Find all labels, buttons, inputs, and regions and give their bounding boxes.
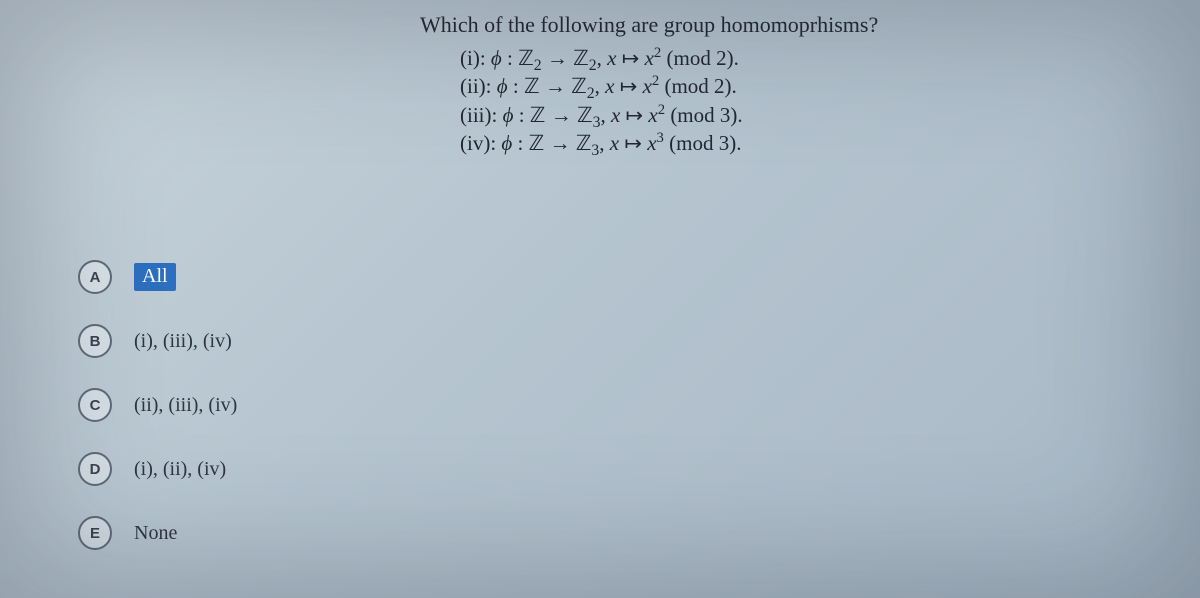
option-label-b: (i), (iii), (iv) [134, 330, 232, 353]
option-letter-e: E [78, 516, 112, 550]
option-letter-b: B [78, 324, 112, 358]
question-title-text: Which of the following are group homomop… [420, 12, 878, 37]
statement-iv: (iv): ϕ : ℤ → ℤ3, x ↦ x3 (mod 3). [460, 129, 1140, 157]
question-title: Which of the following are group homomop… [420, 12, 1140, 38]
option-letter-d: D [78, 452, 112, 486]
option-e[interactable]: E None [78, 516, 237, 550]
option-a[interactable]: A All [78, 260, 237, 294]
option-label-c: (ii), (iii), (iv) [134, 394, 237, 417]
option-letter-c: C [78, 388, 112, 422]
option-label-a: All [134, 263, 176, 291]
statement-ii: (ii): ϕ : ℤ → ℤ2, x ↦ x2 (mod 2). [460, 72, 1140, 100]
option-label-e: None [134, 522, 177, 545]
question-block: Which of the following are group homomop… [420, 12, 1140, 157]
option-label-d: (i), (ii), (iv) [134, 458, 226, 481]
options-list: A All B (i), (iii), (iv) C (ii), (iii), … [78, 260, 237, 580]
statement-iii: (iii): ϕ : ℤ → ℤ3, x ↦ x2 (mod 3). [460, 101, 1140, 129]
option-d[interactable]: D (i), (ii), (iv) [78, 452, 237, 486]
option-c[interactable]: C (ii), (iii), (iv) [78, 388, 237, 422]
option-letter-a: A [78, 260, 112, 294]
quiz-page: Which of the following are group homomop… [0, 0, 1200, 598]
statement-i: (i): ϕ : ℤ2 → ℤ2, x ↦ x2 (mod 2). [460, 44, 1140, 72]
option-b[interactable]: B (i), (iii), (iv) [78, 324, 237, 358]
